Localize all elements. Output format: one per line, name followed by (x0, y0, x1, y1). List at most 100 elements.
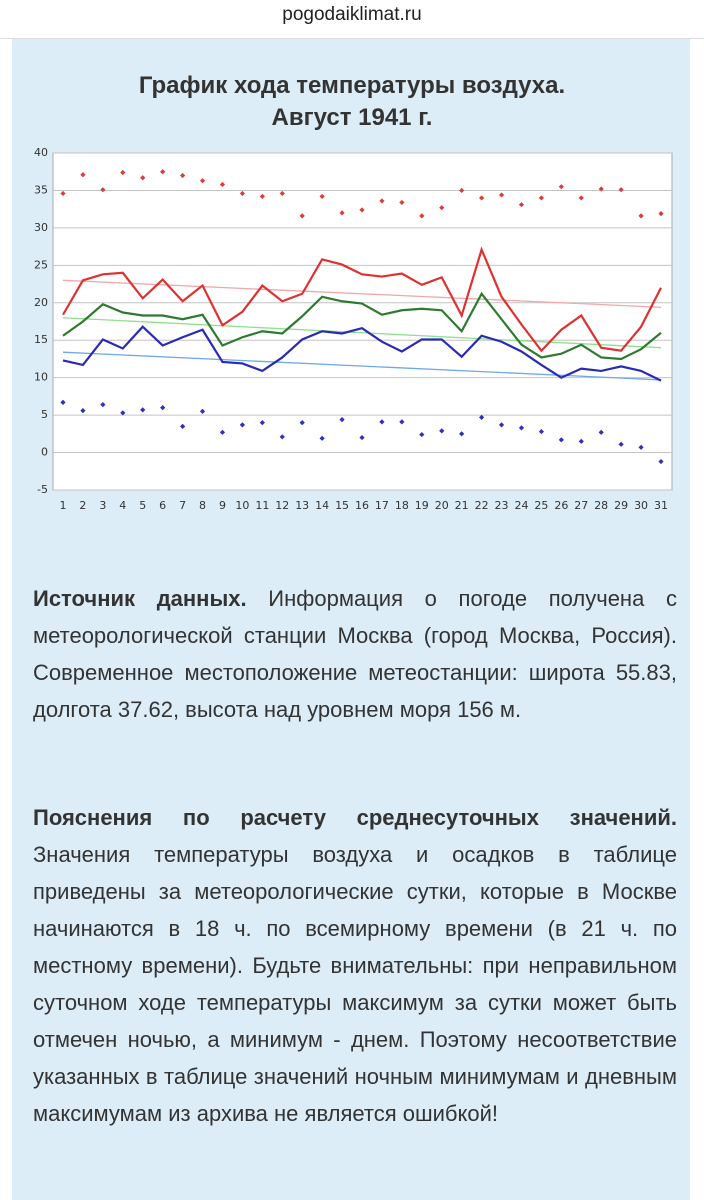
point-marker (180, 172, 186, 179)
point-marker (538, 195, 544, 201)
y-tick-label: -5 (37, 483, 48, 496)
point-marker (120, 410, 126, 416)
point-marker (518, 202, 525, 208)
point-marker (459, 431, 465, 437)
point-marker (239, 190, 245, 197)
x-tick-label: 30 (634, 499, 648, 512)
point-marker (199, 178, 206, 184)
point-marker (439, 428, 445, 434)
x-tick-label: 10 (235, 499, 249, 512)
point-marker (80, 172, 86, 178)
point-marker (279, 190, 285, 197)
url-bar[interactable]: pogodaiklimat.ru (0, 0, 704, 39)
point-marker (618, 187, 624, 193)
point-marker (160, 405, 166, 411)
trend-line (62, 351, 662, 381)
x-tick-label: 4 (119, 499, 126, 512)
point-marker (299, 420, 305, 426)
y-tick-label: 0 (41, 446, 48, 459)
url: pogodaiklimat.ru (282, 4, 422, 25)
point-marker (140, 407, 146, 413)
point-marker (638, 213, 644, 219)
point-marker (439, 205, 445, 211)
trend-line (62, 279, 662, 308)
point-marker (299, 213, 305, 219)
x-tick-label: 20 (435, 499, 449, 512)
point-marker (60, 399, 66, 405)
x-tick-label: 2 (79, 499, 86, 512)
point-marker (558, 437, 564, 443)
point-marker (658, 211, 664, 217)
y-tick-label: 30 (34, 221, 48, 234)
point-marker (80, 408, 86, 414)
point-marker (199, 408, 206, 414)
x-tick-label: 6 (159, 499, 166, 512)
x-tick-label: 16 (355, 499, 369, 512)
point-marker (558, 184, 564, 190)
chart-subtitle: Август 1941 г. (271, 104, 433, 131)
point-marker (319, 435, 325, 441)
section-text: Значения температуры воздуха и осадков в… (33, 842, 677, 1126)
point-marker (339, 210, 345, 216)
section: Источник данных. Информация о погоде пол… (33, 580, 677, 728)
point-marker (180, 423, 186, 429)
point-marker (538, 428, 544, 435)
x-tick-label: 23 (495, 499, 509, 512)
x-tick-label: 19 (415, 499, 429, 512)
y-tick-label: 35 (34, 183, 48, 196)
x-tick-label: 13 (295, 499, 309, 512)
point-marker (339, 417, 345, 423)
point-marker (598, 186, 604, 192)
x-tick-label: 12 (275, 499, 289, 512)
point-marker (359, 434, 365, 441)
y-tick-label: 15 (34, 333, 48, 346)
x-tick-label: 29 (614, 499, 628, 512)
y-tick-label: 25 (34, 258, 48, 271)
point-marker (120, 169, 126, 176)
x-tick-label: 18 (395, 499, 409, 512)
x-tick-label: 7 (179, 499, 186, 512)
point-marker (219, 429, 226, 435)
point-marker (60, 190, 66, 197)
point-marker (379, 198, 385, 204)
point-marker (279, 434, 285, 440)
y-tick-label: 10 (34, 371, 48, 384)
point-marker (638, 444, 644, 450)
x-tick-label: 22 (475, 499, 489, 512)
point-marker (459, 187, 465, 194)
series-line (62, 246, 662, 353)
point-marker (498, 192, 505, 198)
y-tick-label: 20 (34, 296, 48, 309)
series-line (62, 325, 662, 382)
point-marker (498, 422, 505, 428)
x-tick-label: 14 (315, 499, 329, 512)
section-text: Информация о погоде получена с метеороло… (33, 586, 677, 722)
x-tick-label: 31 (654, 499, 668, 512)
x-tick-label: 5 (139, 499, 146, 512)
x-tick-label: 27 (574, 499, 588, 512)
section-heading: Источник данных. (33, 586, 247, 611)
point-marker (479, 195, 485, 201)
x-tick-label: 21 (455, 499, 469, 512)
trend-line (62, 317, 662, 349)
x-tick-label: 24 (514, 499, 528, 512)
point-marker (100, 187, 106, 193)
x-tick-label: 9 (219, 499, 226, 512)
series-line (62, 291, 662, 361)
y-tick-label: 5 (41, 408, 48, 421)
point-marker (419, 431, 425, 438)
point-marker (100, 402, 106, 408)
x-tick-label: 25 (534, 499, 548, 512)
point-marker (239, 422, 245, 428)
chart-title: График хода температуры воздуха. (138, 72, 566, 99)
point-marker (379, 419, 385, 425)
x-tick-label: 26 (554, 499, 568, 512)
point-marker (618, 441, 624, 447)
point-marker (598, 429, 604, 435)
point-marker (479, 414, 485, 420)
point-marker (399, 419, 405, 425)
x-tick-label: 17 (375, 499, 389, 512)
point-marker (160, 169, 166, 175)
